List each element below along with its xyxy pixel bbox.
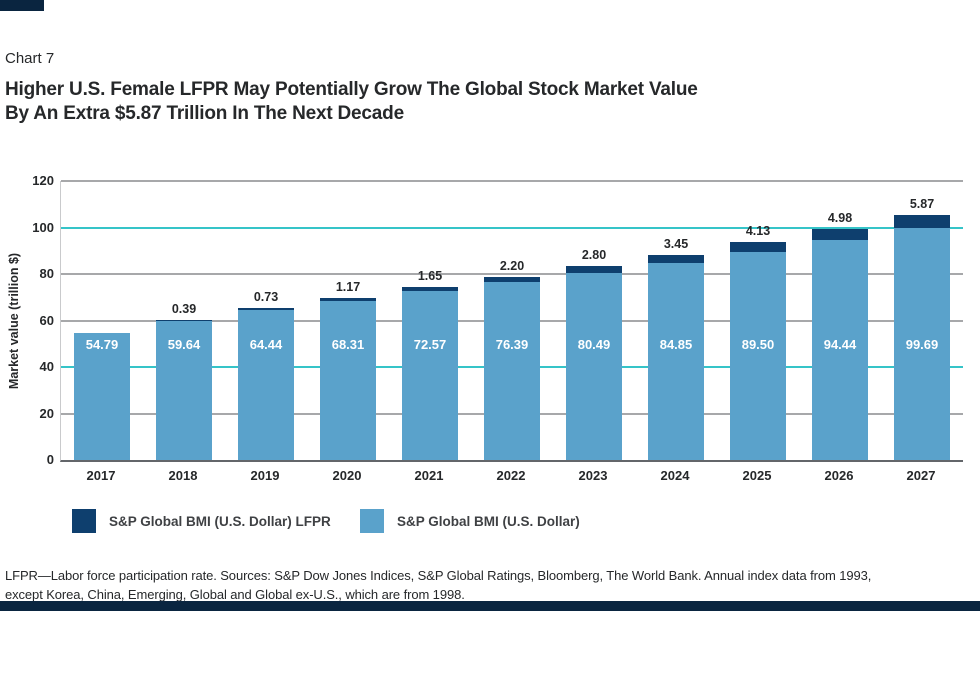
bar-2023: [566, 266, 622, 460]
bar-slot-2020: 1.17 68.31: [307, 181, 389, 460]
bar-cap-2019: [238, 308, 294, 311]
gridline-100: [61, 226, 963, 229]
plot-area: 54.79 0.39 59.64 0.73 64.44 1.17 68.31 1.65 72.5…: [60, 180, 963, 462]
brand-corner-bar: [0, 0, 44, 11]
bar-slot-2026: 4.98 94.44: [799, 181, 881, 460]
x-tick-label-2018: 2018: [168, 468, 198, 483]
bar-value-label-2022: 76.39: [495, 337, 529, 352]
legend-label-bmi: S&P Global BMI (U.S. Dollar): [397, 513, 580, 529]
x-tick-label-2019: 2019: [250, 468, 280, 483]
legend-swatch-navy: [72, 509, 96, 533]
bar-cap-2021: [402, 287, 458, 292]
legend-item-bmi: S&P Global BMI (U.S. Dollar): [360, 509, 580, 533]
x-tick-label-2023: 2023: [578, 468, 608, 483]
bar-2018: [156, 320, 212, 460]
bar-top-label-2026: 4.98: [827, 210, 853, 225]
chart-number-label: Chart 7: [5, 50, 55, 67]
bar-slot-2022: 2.20 76.39: [471, 181, 553, 460]
footnote: LFPR—Labor force participation rate. Sou…: [5, 566, 967, 604]
bar-value-label-2017: 54.79: [85, 337, 119, 352]
y-tick-label-40: 40: [39, 359, 54, 374]
x-axis-labels: 2017 2018 2019 2020 2021 2022 2023 2024 2025 2026…: [60, 468, 962, 488]
bar-cap-2023: [566, 266, 622, 273]
bar-value-label-2026: 94.44: [823, 337, 857, 352]
bar-2025: [730, 242, 786, 460]
bar-top-label-2020: 1.17: [335, 280, 361, 295]
chart-legend: S&P Global BMI (U.S. Dollar) LFPR S&P Gl…: [0, 509, 980, 539]
y-tick-label-100: 100: [32, 219, 54, 235]
bar-2019: [238, 308, 294, 460]
x-tick-label-2026: 2026: [824, 468, 854, 483]
bar-value-label-2021: 72.57: [413, 337, 447, 352]
x-tick-label-2024: 2024: [660, 468, 690, 483]
bar-cap-2027: [894, 214, 950, 229]
bar-value-label-2018: 59.64: [167, 337, 201, 352]
bar-2027: [894, 214, 950, 460]
bar-value-label-2020: 68.31: [331, 337, 365, 352]
bar-slot-2024: 3.45 84.85: [635, 181, 717, 460]
bar-cap-2018: [156, 320, 212, 322]
bar-slot-2021: 1.65 72.57: [389, 181, 471, 460]
bar-slot-2018: 0.39 59.64: [143, 181, 225, 460]
bar-top-label-2024: 3.45: [663, 236, 689, 251]
bar-slot-2023: 2.80 80.49: [553, 181, 635, 460]
bar-slot-2027: 5.87 99.69: [881, 181, 963, 460]
bar-value-label-2023: 80.49: [577, 337, 611, 352]
brand-bottom-bar: [0, 601, 980, 611]
bar-2020: [320, 298, 376, 460]
bar-top-label-2025: 4.13: [745, 224, 771, 239]
bar-cap-2020: [320, 298, 376, 302]
x-tick-label-2025: 2025: [742, 468, 772, 483]
bar-cap-2024: [648, 254, 704, 263]
x-tick-label-2021: 2021: [414, 468, 444, 483]
bar-slot-2017: 54.79: [61, 181, 143, 460]
bar-value-label-2019: 64.44: [249, 337, 283, 352]
bar-2024: [648, 254, 704, 460]
legend-label-lfpr: S&P Global BMI (U.S. Dollar) LFPR: [109, 513, 331, 529]
x-tick-label-2022: 2022: [496, 468, 526, 483]
chart-title-line2: By An Extra $5.87 Trillion In The Next D…: [5, 103, 404, 124]
gridline-80: [61, 273, 963, 275]
legend-swatch-lightblue: [360, 509, 384, 533]
bar-top-label-2022: 2.20: [499, 259, 525, 274]
footnote-line1: LFPR—Labor force participation rate. Sou…: [5, 568, 872, 583]
bar-value-label-2025: 89.50: [741, 337, 775, 352]
bar-top-label-2023: 2.80: [581, 248, 607, 263]
gridline-120: [61, 180, 963, 182]
bar-cap-2022: [484, 277, 540, 283]
y-tick-label-120: 120: [32, 173, 54, 188]
y-tick-label-0: 0: [46, 452, 54, 467]
bar-top-label-2027: 5.87: [909, 196, 935, 211]
bar-value-label-2027: 99.69: [905, 337, 939, 352]
x-tick-label-2027: 2027: [906, 468, 936, 483]
bar-cap-2025: [730, 242, 786, 252]
bar-2022: [484, 277, 540, 460]
bar-2017: [74, 332, 130, 460]
footnote-line2: except Korea, China, Emerging, Global an…: [5, 587, 465, 602]
bar-cap-2026: [812, 228, 868, 241]
chart-title-line1: Higher U.S. Female LFPR May Potentially …: [5, 79, 698, 100]
bar-2021: [402, 287, 458, 460]
x-tick-label-2017: 2017: [86, 468, 116, 483]
chart-title: Higher U.S. Female LFPR May Potentially …: [5, 78, 698, 126]
y-tick-label-80: 80: [39, 266, 54, 281]
bar-top-label-2021: 1.65: [417, 269, 443, 284]
bar-slot-2019: 0.73 64.44: [225, 181, 307, 460]
legend-item-lfpr: S&P Global BMI (U.S. Dollar) LFPR: [72, 509, 331, 533]
bar-slot-2025: 4.13 89.50: [717, 181, 799, 460]
y-tick-label-20: 20: [39, 405, 54, 421]
bar-top-label-2018: 0.39: [171, 302, 197, 317]
bar-top-label-2019: 0.73: [253, 290, 279, 305]
x-tick-label-2020: 2020: [332, 468, 362, 483]
bar-value-label-2024: 84.85: [659, 337, 693, 352]
bar-2026: [812, 228, 868, 460]
y-tick-label-60: 60: [39, 312, 54, 328]
